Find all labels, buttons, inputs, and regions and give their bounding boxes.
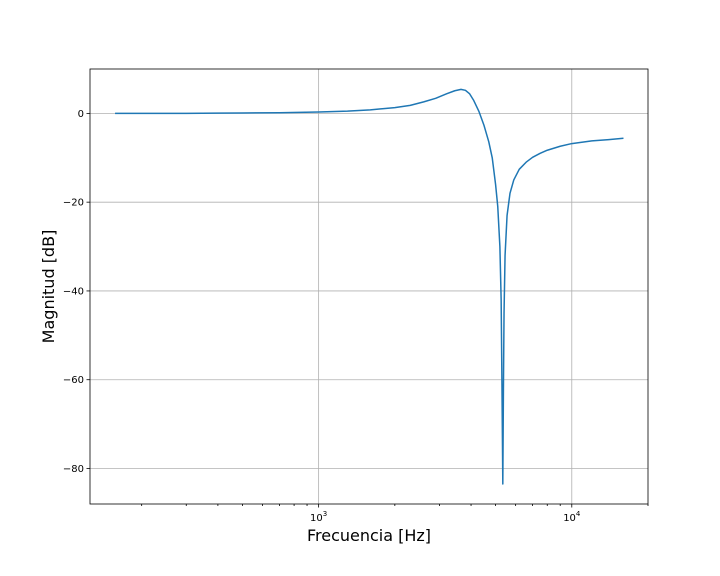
x-tick-label-exponent: 3 xyxy=(323,510,327,518)
y-tick-label: −60 xyxy=(63,375,84,386)
x-tick-label-exponent: 4 xyxy=(576,510,581,518)
x-axis-label: Frecuencia [Hz] xyxy=(307,526,431,545)
y-tick-label: −80 xyxy=(63,464,84,475)
y-tick-label: −20 xyxy=(63,198,84,209)
y-axis: 0 −20 −40 −60 −80 xyxy=(63,109,90,475)
y-tick-label: −40 xyxy=(63,286,84,297)
y-axis-label: Magnitud [dB] xyxy=(39,230,58,344)
x-tick-label-base: 10 xyxy=(310,513,323,524)
x-axis: 103 104 xyxy=(141,504,649,524)
series-line xyxy=(115,88,624,485)
plot-area xyxy=(115,88,624,485)
y-tick-label: 0 xyxy=(78,109,84,120)
x-tick-label-base: 10 xyxy=(563,513,576,524)
axes-frame xyxy=(89,68,649,505)
grid xyxy=(90,69,648,504)
x-tick-label: 104 xyxy=(563,510,581,524)
x-tick-label: 103 xyxy=(310,510,327,524)
